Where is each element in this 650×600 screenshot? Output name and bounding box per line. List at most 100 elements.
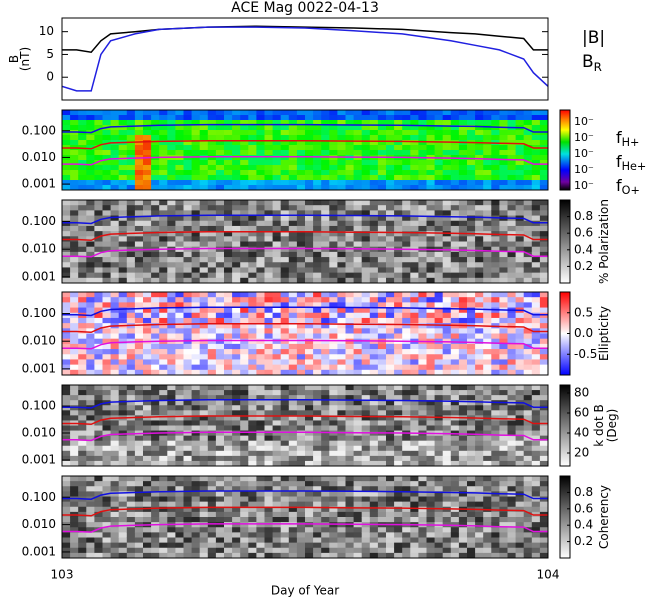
spectrogram-cell bbox=[483, 210, 492, 217]
spectrogram-cell bbox=[264, 302, 274, 309]
spectrogram-cell bbox=[94, 511, 103, 518]
spectrogram-cell bbox=[240, 170, 249, 176]
spectrogram-cell bbox=[199, 400, 209, 406]
spectrogram-cell bbox=[369, 527, 379, 533]
spectrogram-cell bbox=[515, 435, 525, 442]
spectrogram-cell bbox=[207, 130, 217, 136]
spectrogram-cell bbox=[450, 180, 460, 186]
spectrogram-cell bbox=[369, 405, 379, 411]
spectrogram-cell bbox=[442, 343, 452, 350]
spectrogram-cell bbox=[483, 343, 492, 350]
spectrogram-cell bbox=[232, 338, 241, 345]
spectrogram-cell bbox=[483, 277, 492, 284]
spectrogram-cell bbox=[102, 425, 112, 432]
spectrogram-cell bbox=[94, 542, 103, 549]
spectrogram-cell bbox=[321, 430, 330, 437]
spectrogram-cell bbox=[329, 120, 338, 126]
spectrogram-cell bbox=[199, 251, 209, 258]
spectrogram-cell bbox=[458, 205, 468, 211]
spectrogram-cell bbox=[264, 400, 274, 406]
spectrogram-cell bbox=[280, 155, 290, 161]
spectrogram-cell bbox=[434, 215, 444, 222]
spectrogram-cell bbox=[377, 354, 387, 360]
spectrogram-cell bbox=[175, 200, 184, 206]
spectrogram-cell bbox=[126, 312, 136, 319]
spectrogram-cell bbox=[240, 430, 249, 437]
spectrogram-cell bbox=[507, 225, 517, 232]
spectrogram-cell bbox=[159, 170, 168, 176]
spectrogram-cell bbox=[442, 547, 452, 554]
spectrogram-cell bbox=[151, 455, 160, 462]
spectrogram-cell bbox=[531, 537, 541, 544]
spectrogram-cell bbox=[264, 225, 274, 232]
spectrogram-cell bbox=[159, 231, 168, 237]
spectrogram-cell bbox=[62, 425, 71, 432]
spectrogram-cell bbox=[313, 537, 322, 544]
spectrogram-cell bbox=[329, 215, 338, 222]
spectrogram-cell bbox=[175, 532, 184, 538]
spectrogram-cell bbox=[159, 175, 168, 181]
spectrogram-cell bbox=[191, 364, 201, 371]
spectrogram-cell bbox=[353, 241, 363, 248]
spectrogram-cell bbox=[86, 205, 95, 211]
spectrogram-cell bbox=[491, 501, 500, 508]
spectrogram-cell bbox=[199, 307, 209, 314]
spectrogram-cell bbox=[305, 455, 314, 462]
y-tick-label: 0.010 bbox=[22, 242, 56, 256]
spectrogram-cell bbox=[94, 125, 103, 131]
spectrogram-cell bbox=[264, 547, 274, 554]
spectrogram-cell bbox=[523, 145, 533, 151]
spectrogram-cell bbox=[102, 343, 112, 350]
spectrogram-cell bbox=[386, 292, 395, 298]
spectrogram-cell bbox=[248, 430, 257, 437]
spectrogram-cell bbox=[321, 400, 330, 406]
spectrogram-cell bbox=[183, 307, 193, 314]
spectrogram-cell bbox=[110, 277, 120, 284]
spectrogram-cell bbox=[215, 496, 225, 503]
colorbar-tick-label: 20 bbox=[574, 446, 589, 460]
spectrogram-cell bbox=[386, 215, 395, 222]
spectrogram-cell bbox=[523, 481, 533, 487]
spectrogram-cell bbox=[199, 185, 209, 191]
spectrogram-cell bbox=[321, 312, 330, 319]
spectrogram-cell bbox=[305, 430, 314, 437]
spectrogram-cell bbox=[280, 440, 290, 447]
spectrogram-cell bbox=[386, 460, 395, 467]
spectrogram-cell bbox=[288, 165, 298, 171]
spectrogram-cell bbox=[183, 542, 193, 549]
spectrogram-cell bbox=[264, 430, 274, 437]
spectrogram-cell bbox=[467, 257, 476, 263]
spectrogram-cell bbox=[134, 180, 144, 186]
spectrogram-cell bbox=[321, 317, 330, 324]
spectrogram-cell bbox=[305, 395, 314, 401]
spectrogram-cell bbox=[159, 185, 168, 191]
spectrogram-cell bbox=[402, 400, 411, 406]
spectrogram-cell bbox=[159, 506, 168, 513]
spectrogram-cell bbox=[183, 455, 193, 462]
spectrogram-cell bbox=[296, 537, 306, 544]
spectrogram-cell bbox=[159, 405, 168, 411]
spectrogram-cell bbox=[442, 369, 452, 376]
spectrogram-cell bbox=[224, 307, 233, 314]
spectrogram-cell bbox=[240, 257, 249, 263]
spectrogram-cell bbox=[491, 236, 500, 242]
spectrogram-cell bbox=[531, 125, 541, 131]
spectrogram-cell bbox=[86, 140, 95, 146]
spectrogram-cell bbox=[183, 420, 193, 426]
spectrogram-cell bbox=[134, 262, 144, 268]
spectrogram-cell bbox=[402, 150, 411, 156]
spectrogram-cell bbox=[110, 430, 120, 437]
spectrogram-cell bbox=[264, 262, 274, 268]
spectrogram-cell bbox=[450, 501, 460, 508]
spectrogram-cell bbox=[475, 552, 484, 559]
spectrogram-cell bbox=[151, 200, 160, 206]
spectrogram-cell bbox=[280, 272, 290, 279]
spectrogram-cell bbox=[272, 450, 282, 457]
spectrogram-cell bbox=[353, 476, 363, 482]
spectrogram-cell bbox=[410, 400, 419, 406]
spectrogram-cell bbox=[450, 481, 460, 487]
spectrogram-cell bbox=[458, 328, 468, 334]
spectrogram-cell bbox=[531, 491, 541, 497]
spectrogram-cell bbox=[539, 460, 549, 467]
spectrogram-cell bbox=[256, 476, 265, 482]
